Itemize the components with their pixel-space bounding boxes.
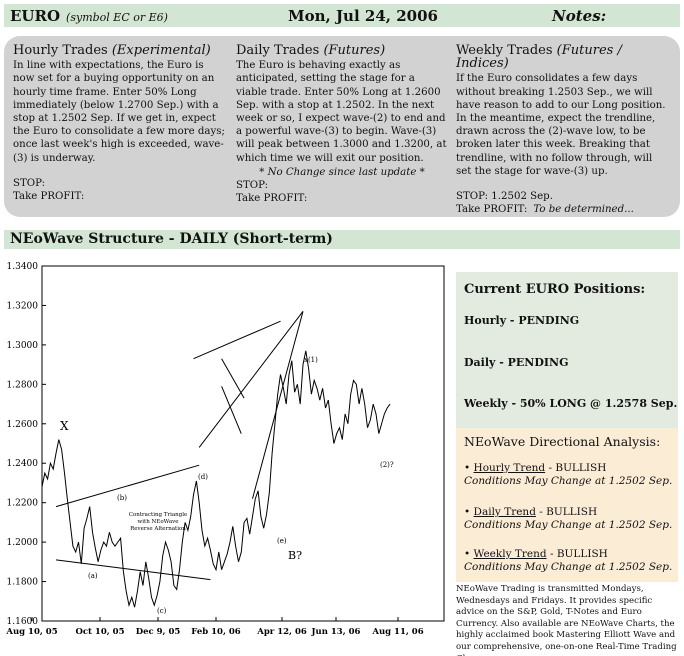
x-tick-label: Aug 10, 05 <box>5 627 57 637</box>
position-weekly: Weekly - 50% LONG @ 1.2578 Sep. <box>464 397 678 410</box>
hourly-profit: Take PROFIT: <box>13 191 85 203</box>
hourly-stop: STOP: <box>13 177 46 189</box>
daily-trades: Daily Trades (Futures) The Euro is behav… <box>236 44 448 205</box>
y-tick-label: 1.1800 <box>7 578 39 588</box>
hourly-title: Hourly Trades (Experimental) <box>13 43 211 58</box>
triangle-note: with NEoWave <box>138 519 179 525</box>
header-notes: Notes: <box>552 7 607 25</box>
trend-hourly: • Hourly Trend - BULLISH Conditions May C… <box>464 462 673 487</box>
daily-title: Daily Trades (Futures) <box>236 43 386 58</box>
positions-title: Current EURO Positions: <box>464 282 646 297</box>
weekly-profit: Take PROFIT: To be determined... <box>456 204 634 216</box>
header-date: Mon, Jul 24, 2006 <box>288 7 438 25</box>
position-hourly: Hourly - PENDING <box>464 314 580 327</box>
trend-line <box>221 358 245 399</box>
daily-profit: Take PROFIT: <box>236 193 308 205</box>
footer-note: NEoWave Trading is transmitted Mondays, … <box>456 584 677 656</box>
trend-line <box>252 311 304 499</box>
triangle-note: Reverse Alternation <box>130 526 186 532</box>
x-tick-label: Jun 13, 06 <box>311 627 361 637</box>
trend-line <box>55 559 211 581</box>
hourly-body: In line with expectations, the Euro is n… <box>13 60 225 164</box>
daily-note: * No Change since last update * <box>259 166 425 178</box>
y-tick-label: 1.3200 <box>7 301 39 311</box>
y-tick-label: 1.2800 <box>7 380 39 390</box>
trend-line <box>193 320 281 360</box>
wave-label-a: (a) <box>88 572 98 580</box>
weekly-stop: STOP: 1.2502 Sep. <box>456 191 553 203</box>
wave-label-d: (d) <box>198 473 208 481</box>
wave-label-b: (b) <box>117 494 127 502</box>
trend-line <box>198 311 304 448</box>
price-line <box>41 350 391 608</box>
x-tick-label: Feb 10, 06 <box>191 627 241 637</box>
wave-label-c: (c) <box>157 607 167 615</box>
wave-label-2: (2)? <box>380 461 394 469</box>
y-tick-label: 1.2600 <box>7 420 39 430</box>
y-tick-label: 1.3400 <box>7 262 39 272</box>
triangle-note: Contracting Triangle <box>129 512 187 518</box>
position-daily: Daily - PENDING <box>464 356 569 369</box>
analysis-title: NEoWave Directional Analysis: <box>464 434 661 449</box>
weekly-body: If the Euro consolidates a few days with… <box>456 73 666 177</box>
x-tick-label: Aug 11, 06 <box>371 627 423 637</box>
y-tick-label: 1.3000 <box>7 341 39 351</box>
weekly-trades: Weekly Trades (Futures / Indices) If the… <box>456 44 670 216</box>
wave-label-1: x(1) <box>304 356 318 364</box>
plot-frame <box>41 265 445 622</box>
header-symbol: (symbol EC or E6) <box>66 11 168 24</box>
y-tick-label: 1.2200 <box>7 499 39 509</box>
y-tick-label: 1.2400 <box>7 459 39 469</box>
wave-chart: 1.3400 1.3200 1.3000 1.2800 1.2600 1.2400 1.22… <box>0 254 450 656</box>
wave-label-x: X <box>60 419 69 433</box>
y-tick-label: 1.2000 <box>7 538 39 548</box>
trend-daily: • Daily Trend - BULLISH Conditions May Ch… <box>464 506 673 531</box>
analysis-box: NEoWave Directional Analysis: • Hourly T… <box>456 428 678 582</box>
daily-stop: STOP: <box>236 180 269 192</box>
positions-box: Current EURO Positions: Hourly - PENDING… <box>456 272 678 428</box>
section-bar: NEoWave Structure - DAILY (Short-term) <box>4 230 680 249</box>
x-tick-label: Oct 10, 05 <box>75 627 124 637</box>
section-title: NEoWave Structure - DAILY (Short-term) <box>10 231 333 247</box>
trades-panel: Hourly Trades (Experimental) In line wit… <box>4 36 680 217</box>
trend-line <box>55 464 200 508</box>
trend-line <box>221 386 242 434</box>
y-tick-label: 1.1600 <box>7 617 39 627</box>
wave-label-b-question: B? <box>288 549 302 562</box>
wave-chart-svg: 1.3400 1.3200 1.3000 1.2800 1.2600 1.2400 1.22… <box>5 262 445 637</box>
weekly-profit-value: To be determined... <box>533 204 634 216</box>
page-header: EURO (symbol EC or E6) Mon, Jul 24, 2006 … <box>4 4 680 27</box>
daily-body: The Euro is behaving exactly as anticipa… <box>236 60 447 164</box>
wave-label-e: (e) <box>277 537 287 545</box>
x-tick-label: Apr 12, 06 <box>256 627 307 637</box>
trend-weekly: • Weekly Trend - BULLISH Conditions May C… <box>464 548 673 573</box>
x-tick-label: Dec 9, 05 <box>136 627 181 637</box>
hourly-trades: Hourly Trades (Experimental) In line wit… <box>13 44 225 203</box>
weekly-title: Weekly Trades (Futures / Indices) <box>456 43 622 72</box>
header-title: EURO (symbol EC or E6) <box>10 7 168 25</box>
